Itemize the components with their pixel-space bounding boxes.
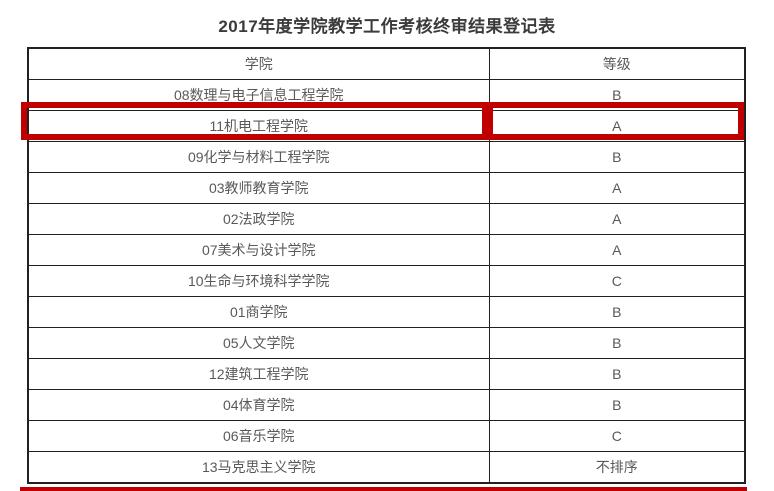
- grade-cell: B: [488, 389, 746, 421]
- table-row: 06音乐学院 C: [27, 420, 746, 452]
- column-header-grade: 等级: [488, 47, 746, 80]
- table-body: 08数理与电子信息工程学院 B 11机电工程学院 A 09化学与材料工程学院 B…: [27, 79, 746, 484]
- table-row: 13马克思主义学院 不排序: [27, 451, 746, 484]
- college-cell: 09化学与材料工程学院: [27, 141, 490, 173]
- college-cell: 06音乐学院: [27, 420, 490, 452]
- college-cell: 08数理与电子信息工程学院: [27, 79, 490, 111]
- red-underline-annotation: [20, 487, 747, 491]
- college-cell: 04体育学院: [27, 389, 490, 421]
- grade-cell: C: [488, 265, 746, 297]
- college-cell: 05人文学院: [27, 327, 490, 359]
- grade-cell: A: [488, 203, 746, 235]
- results-table: 学院 等级 08数理与电子信息工程学院 B 11机电工程学院 A 09化学与材料…: [27, 47, 746, 484]
- page-title: 2017年度学院教学工作考核终审结果登记表: [218, 17, 556, 36]
- college-cell: 02法政学院: [27, 203, 490, 235]
- grade-cell: B: [488, 327, 746, 359]
- college-cell: 13马克思主义学院: [27, 451, 490, 484]
- table-row: 11机电工程学院 A: [27, 110, 746, 142]
- column-header-college: 学院: [27, 47, 490, 80]
- table-row: 09化学与材料工程学院 B: [27, 141, 746, 173]
- table-row: 01商学院 B: [27, 296, 746, 328]
- college-cell: 07美术与设计学院: [27, 234, 490, 266]
- grade-cell: C: [488, 420, 746, 452]
- college-cell: 01商学院: [27, 296, 490, 328]
- college-cell: 03教师教育学院: [27, 172, 490, 204]
- grade-cell: A: [488, 110, 746, 142]
- table-row: 07美术与设计学院 A: [27, 234, 746, 266]
- table-row: 03教师教育学院 A: [27, 172, 746, 204]
- grade-cell: 不排序: [488, 451, 746, 484]
- grade-cell: A: [488, 172, 746, 204]
- grade-cell: A: [488, 234, 746, 266]
- grade-cell: B: [488, 358, 746, 390]
- college-cell: 12建筑工程学院: [27, 358, 490, 390]
- header-row: 学院 等级: [27, 47, 746, 80]
- table-row: 12建筑工程学院 B: [27, 358, 746, 390]
- table-row: 05人文学院 B: [27, 327, 746, 359]
- grade-cell: B: [488, 79, 746, 111]
- college-cell: 10生命与环境科学学院: [27, 265, 490, 297]
- college-cell: 11机电工程学院: [27, 110, 490, 142]
- table-row: 02法政学院 A: [27, 203, 746, 235]
- table-header: 学院 等级: [27, 47, 746, 80]
- table-row: 04体育学院 B: [27, 389, 746, 421]
- table-row: 10生命与环境科学学院 C: [27, 265, 746, 297]
- grade-cell: B: [488, 141, 746, 173]
- grade-cell: B: [488, 296, 746, 328]
- table-row: 08数理与电子信息工程学院 B: [27, 79, 746, 111]
